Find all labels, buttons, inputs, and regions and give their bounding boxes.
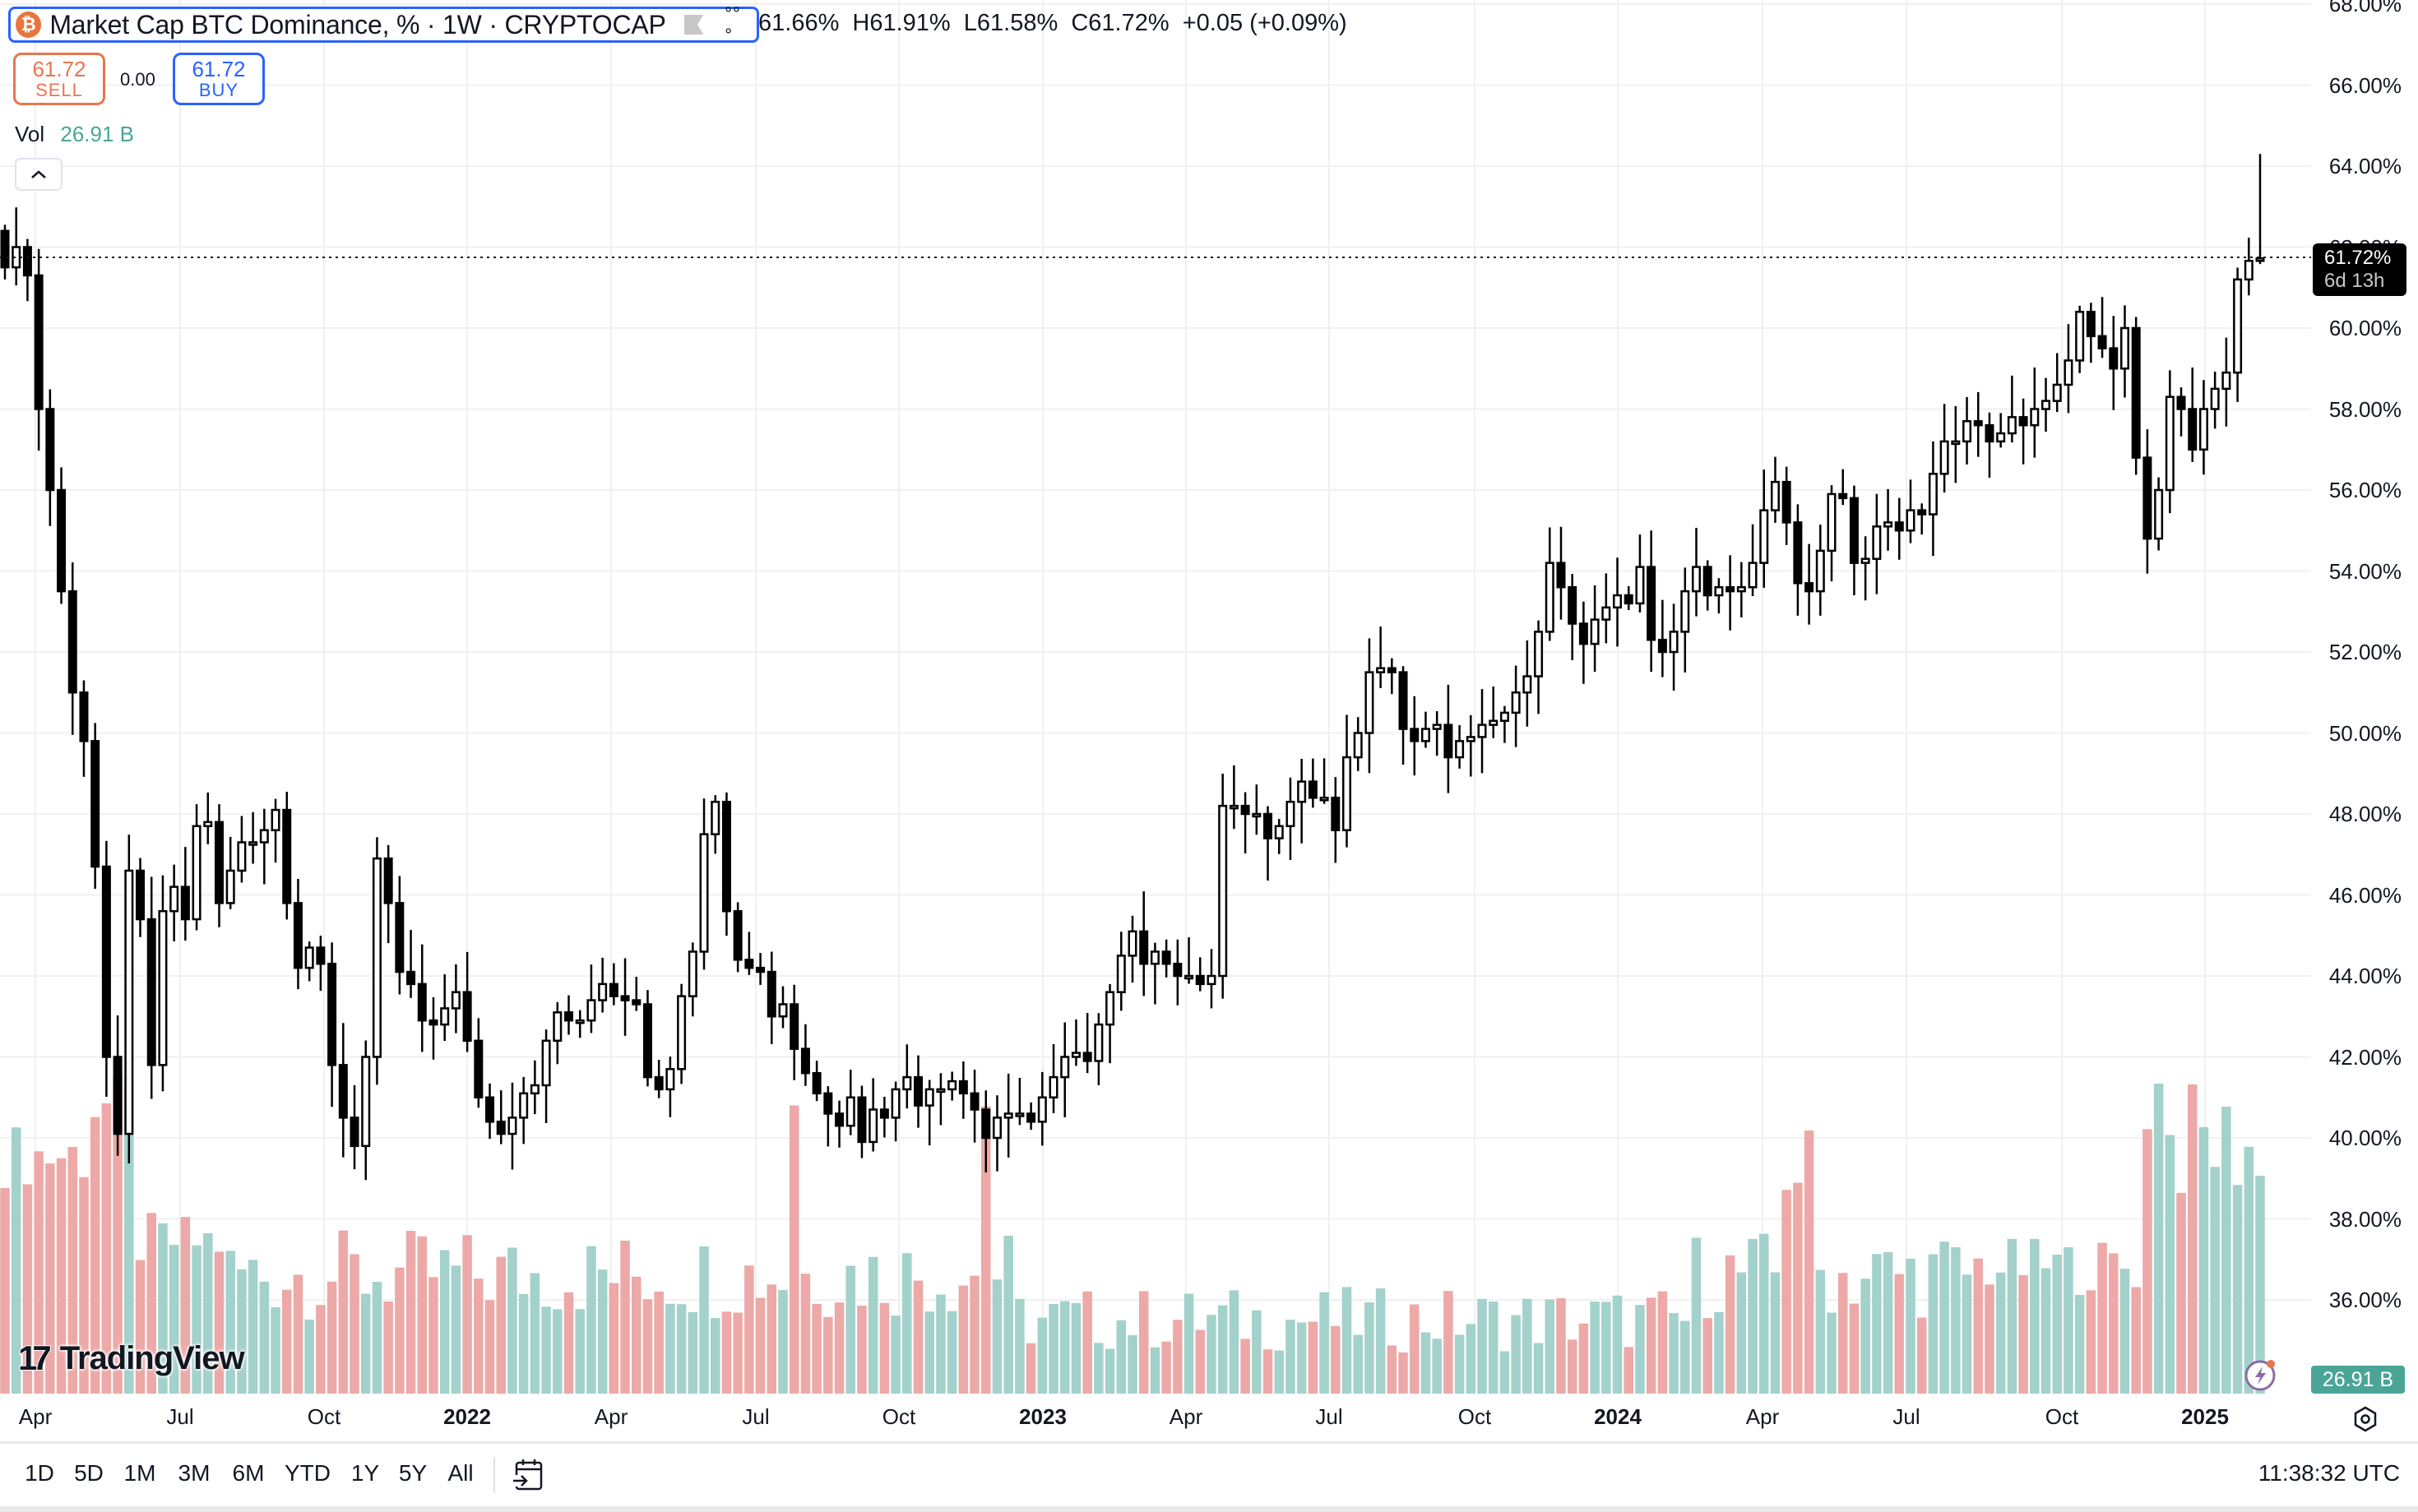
bottom-strip [0,1506,2418,1512]
go-to-date-icon[interactable] [512,1457,546,1493]
price-axis-label: 42.00% [2328,1044,2402,1070]
volume-value: 26.91 B [60,122,135,146]
high-value: H61.91% [852,10,951,36]
lightning-icon[interactable] [2243,1357,2279,1393]
price-axis-label: 58.00% [2328,396,2402,422]
time-axis-label: 2025 [2181,1404,2229,1429]
time-axis-label: Apr [18,1404,53,1429]
time-axis-label: Apr [1169,1404,1203,1429]
price-axis-label: 54.00% [2328,558,2402,584]
range-button-ytd[interactable]: YTD [285,1460,331,1486]
price-axis-label: 68.00% [2328,0,2402,16]
utc-clock[interactable]: 11:38:32 UTC [2258,1460,2400,1486]
last-price-tag: 61.72% 6d 13h [2313,243,2406,296]
change-value: +0.05 (+0.09%) [1182,10,1347,36]
chart-grid [0,0,2311,1394]
axis-settings-icon[interactable] [2351,1404,2380,1434]
divider [0,1441,2418,1444]
time-axis-label: Apr [1745,1404,1780,1429]
tradingview-logo-text: TradingView [59,1339,245,1376]
close-value: C61.72% [1071,10,1170,36]
price-axis-label: 56.00% [2328,478,2402,502]
price-axis-label: 66.00% [2328,72,2402,98]
time-axis-label: Jul [1892,1404,1920,1429]
range-button-6m[interactable]: 6M [232,1460,265,1486]
buy-label: BUY [198,80,239,100]
price-axis-label: 48.00% [2328,802,2402,826]
symbol-legend[interactable]: ₿ Market Cap BTC Dominance, % · 1W · CRY… [8,3,759,45]
volume-label: Vol [15,122,45,146]
price-axis-label: 52.00% [2328,640,2402,664]
volume-legend[interactable]: Vol 26.91 B [15,122,134,147]
volume-price-tag: 26.91 B [2311,1366,2405,1394]
price-axis-label: 60.00% [2328,316,2402,340]
range-button-1d[interactable]: 1D [25,1460,54,1486]
time-axis-label: Apr [594,1404,628,1429]
price-axis-label: 46.00% [2328,882,2402,908]
flag-icon[interactable] [683,15,704,35]
time-axis-label: Oct [1457,1404,1492,1429]
price-axis-label: 38.00% [2328,1206,2402,1232]
low-value: L61.58% [963,10,1058,36]
spread-value: 0.00 [120,69,155,90]
time-axis-label: Oct [882,1404,916,1429]
range-button-1m[interactable]: 1M [123,1460,156,1486]
range-button-1y[interactable]: 1Y [350,1460,380,1486]
price-axis-label: 50.00% [2328,720,2402,746]
bottom-toolbar: 1D 5D 1M 3M 6M YTD 1Y 5Y All 11:38:32 UTC [0,1444,2418,1506]
collapse-legend-button[interactable] [15,158,63,191]
bitcoin-icon: ₿ [16,12,42,38]
time-axis-label: Oct [307,1404,341,1429]
buy-price: 61.72 [192,57,246,81]
volume-bars [0,1075,2265,1394]
range-button-all[interactable]: All [447,1460,474,1486]
more-options-icon[interactable]: °°° [725,3,741,45]
candlesticks [0,154,2265,1181]
symbol-title[interactable]: Market Cap BTC Dominance, % · 1W · CRYPT… [49,9,666,39]
price-axis-label: 44.00% [2328,964,2402,988]
buy-button[interactable]: 61.72 BUY [173,53,265,105]
range-button-5y[interactable]: 5Y [398,1460,428,1486]
time-axis-label: Jul [742,1404,770,1429]
time-axis-label: Jul [1315,1404,1343,1429]
sell-price: 61.72 [32,57,86,81]
last-price-value: 61.72% [2324,247,2392,269]
ohlc-values: 61.66% H61.91% L61.58% C61.72% +0.05 (+0… [758,10,1354,37]
sell-button[interactable]: 61.72 SELL [13,53,105,105]
range-button-3m[interactable]: 3M [178,1460,211,1486]
time-axis-label: Jul [166,1404,194,1429]
time-axis-label: 2024 [1594,1404,1642,1429]
range-button-5d[interactable]: 5D [74,1460,104,1486]
bar-countdown: 6d 13h [2324,270,2385,292]
tradingview-logo[interactable]: 17 TradingView [17,1338,245,1378]
tradingview-logo-mark: 17 [17,1338,53,1378]
time-axis-label: 2023 [1019,1404,1067,1429]
time-axis-label: Oct [2045,1404,2079,1429]
sell-label: SELL [35,80,83,100]
chevron-up-icon [31,170,46,178]
toolbar-divider [493,1457,495,1493]
price-axis-label: 40.00% [2328,1126,2402,1150]
price-axis-label: 36.00% [2328,1288,2402,1312]
price-axis-label: 64.00% [2328,154,2402,178]
open-value: 61.66% [758,10,840,36]
time-axis-label: 2022 [443,1404,491,1429]
